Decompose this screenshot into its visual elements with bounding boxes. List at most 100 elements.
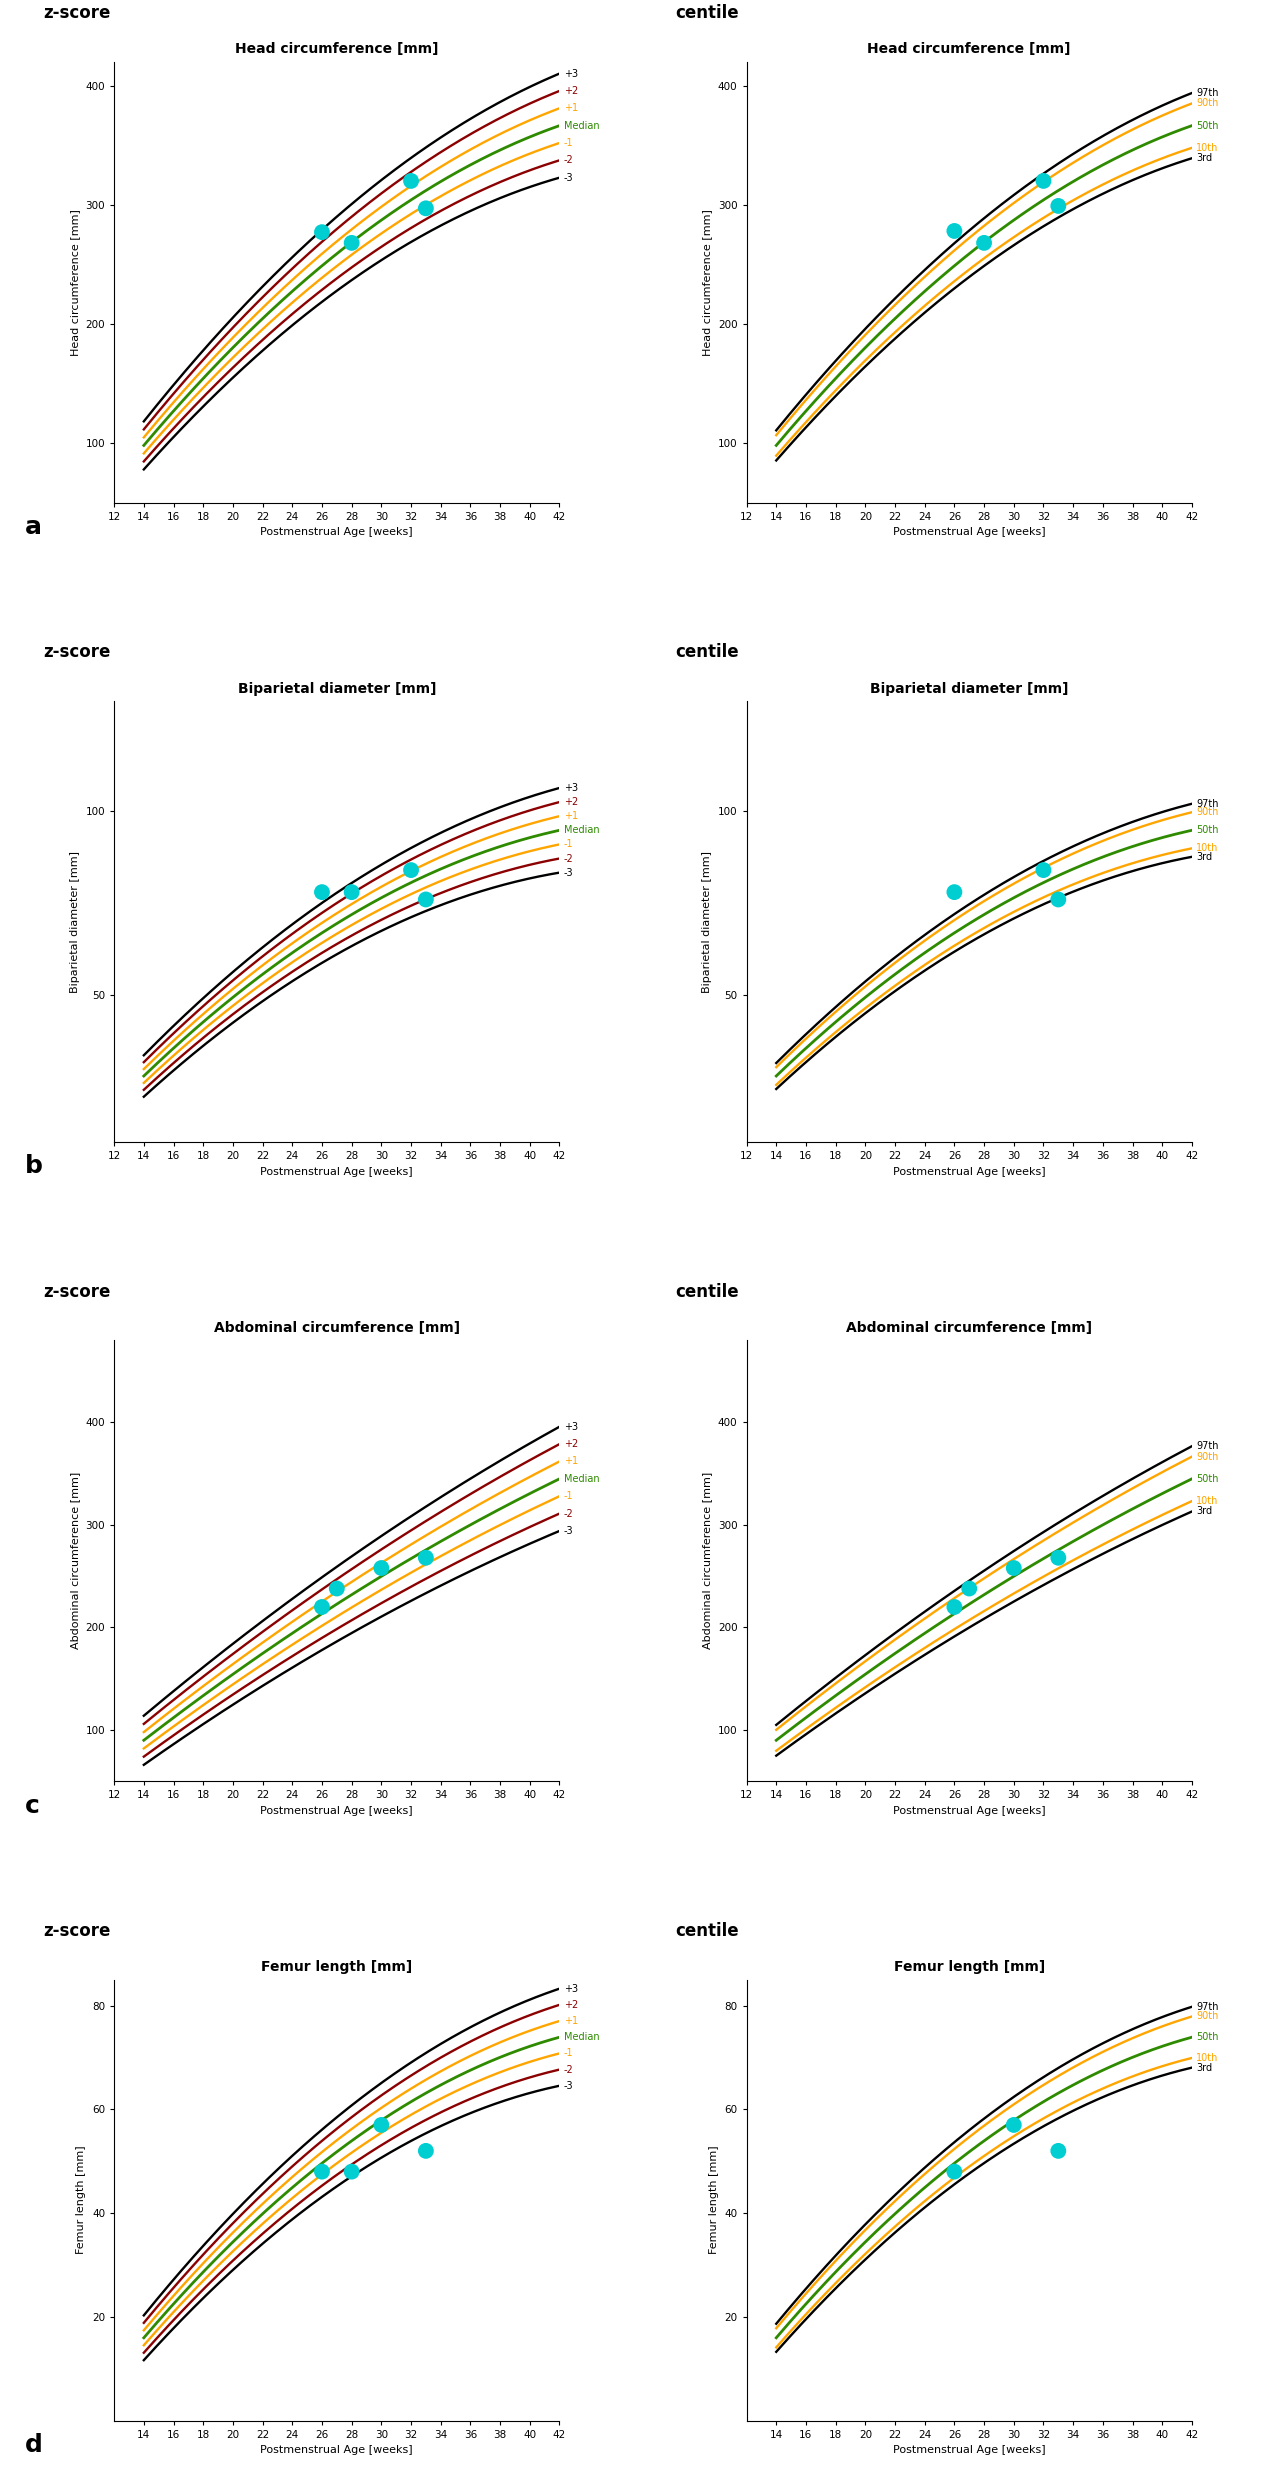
Text: -2: -2	[564, 1509, 573, 1519]
Text: 90th: 90th	[1197, 2011, 1219, 2020]
Point	[416, 2132, 436, 2171]
X-axis label: Postmenstrual Age [weeks]: Postmenstrual Age [weeks]	[260, 1806, 413, 1815]
X-axis label: Postmenstrual Age [weeks]: Postmenstrual Age [weeks]	[893, 1806, 1046, 1815]
Title: Abdominal circumference [mm]: Abdominal circumference [mm]	[846, 1321, 1092, 1336]
Y-axis label: Biparietal diameter [mm]: Biparietal diameter [mm]	[70, 850, 80, 993]
Point	[372, 2104, 392, 2144]
Text: +2: +2	[564, 86, 578, 96]
Text: a: a	[25, 516, 42, 538]
Point	[945, 2151, 965, 2191]
X-axis label: Postmenstrual Age [weeks]: Postmenstrual Age [weeks]	[260, 526, 413, 538]
Text: +3: +3	[564, 1983, 578, 1993]
Text: +2: +2	[564, 1440, 578, 1450]
Point	[1049, 2132, 1069, 2171]
Text: 50th: 50th	[1197, 2033, 1219, 2043]
Text: 10th: 10th	[1197, 842, 1219, 852]
Text: -2: -2	[564, 2065, 573, 2075]
Text: z-score: z-score	[43, 5, 110, 22]
Point	[1033, 850, 1054, 889]
Point	[1049, 879, 1069, 919]
Title: Head circumference [mm]: Head circumference [mm]	[235, 42, 439, 57]
Point	[1004, 1549, 1025, 1588]
Title: Abdominal circumference [mm]: Abdominal circumference [mm]	[214, 1321, 460, 1336]
Text: 10th: 10th	[1197, 2053, 1219, 2062]
Y-axis label: Femur length [mm]: Femur length [mm]	[709, 2146, 719, 2255]
Point	[1004, 2104, 1025, 2144]
Title: Biparietal diameter [mm]: Biparietal diameter [mm]	[870, 682, 1069, 697]
Point	[945, 212, 965, 252]
Point	[945, 872, 965, 911]
Point	[341, 2151, 361, 2191]
X-axis label: Postmenstrual Age [weeks]: Postmenstrual Age [weeks]	[260, 2445, 413, 2455]
Text: 50th: 50th	[1197, 121, 1219, 131]
Text: 97th: 97th	[1197, 2001, 1219, 2011]
Text: -2: -2	[564, 855, 573, 864]
Text: 50th: 50th	[1197, 825, 1219, 835]
X-axis label: Postmenstrual Age [weeks]: Postmenstrual Age [weeks]	[893, 1166, 1046, 1176]
Text: -1: -1	[564, 2048, 573, 2058]
Text: Median: Median	[564, 2033, 600, 2043]
Y-axis label: Abdominal circumference [mm]: Abdominal circumference [mm]	[70, 1472, 80, 1650]
Point	[416, 879, 436, 919]
Point	[372, 1549, 392, 1588]
Y-axis label: Head circumference [mm]: Head circumference [mm]	[702, 210, 713, 356]
Point	[312, 872, 332, 911]
Point	[312, 1588, 332, 1628]
Text: +2: +2	[564, 2001, 578, 2011]
Text: +1: +1	[564, 1457, 578, 1467]
Text: Median: Median	[564, 1475, 600, 1484]
Text: centile: centile	[676, 1922, 739, 1939]
Text: +1: +1	[564, 810, 578, 820]
Text: d: d	[25, 2433, 43, 2458]
Y-axis label: Femur length [mm]: Femur length [mm]	[76, 2146, 86, 2255]
Text: -1: -1	[564, 840, 573, 850]
Text: centile: centile	[676, 642, 739, 662]
Text: c: c	[25, 1793, 41, 1818]
Text: +3: +3	[564, 1423, 578, 1433]
Text: centile: centile	[676, 5, 739, 22]
Text: -3: -3	[564, 1526, 573, 1536]
Text: +1: +1	[564, 2016, 578, 2025]
Point	[401, 161, 421, 200]
Text: z-score: z-score	[43, 1922, 110, 1939]
X-axis label: Postmenstrual Age [weeks]: Postmenstrual Age [weeks]	[260, 1166, 413, 1176]
Point	[974, 222, 994, 262]
Text: 97th: 97th	[1197, 89, 1219, 99]
Point	[312, 212, 332, 252]
Text: z-score: z-score	[43, 642, 110, 662]
Text: -1: -1	[564, 1492, 573, 1502]
Text: -3: -3	[564, 867, 573, 877]
Text: 3rd: 3rd	[1197, 852, 1212, 862]
Point	[341, 222, 361, 262]
Point	[1033, 161, 1054, 200]
Text: Median: Median	[564, 825, 600, 835]
Text: -2: -2	[564, 156, 573, 165]
Text: 90th: 90th	[1197, 1452, 1219, 1462]
Y-axis label: Head circumference [mm]: Head circumference [mm]	[70, 210, 80, 356]
Text: 10th: 10th	[1197, 1497, 1219, 1507]
Text: 3rd: 3rd	[1197, 153, 1212, 163]
Text: 97th: 97th	[1197, 798, 1219, 808]
Text: -3: -3	[564, 173, 573, 183]
Point	[416, 1539, 436, 1578]
Point	[401, 850, 421, 889]
Point	[327, 1568, 347, 1608]
Point	[341, 872, 361, 911]
Text: -3: -3	[564, 2080, 573, 2090]
Point	[312, 2151, 332, 2191]
Text: 3rd: 3rd	[1197, 1507, 1212, 1517]
Title: Biparietal diameter [mm]: Biparietal diameter [mm]	[237, 682, 436, 697]
Text: centile: centile	[676, 1282, 739, 1302]
Point	[945, 1588, 965, 1628]
Text: +3: +3	[564, 783, 578, 793]
Point	[959, 1568, 979, 1608]
Text: Median: Median	[564, 121, 600, 131]
Point	[416, 188, 436, 227]
Point	[1049, 1539, 1069, 1578]
Text: 90th: 90th	[1197, 99, 1219, 109]
Text: z-score: z-score	[43, 1282, 110, 1302]
Text: +1: +1	[564, 104, 578, 114]
Text: b: b	[25, 1153, 43, 1178]
X-axis label: Postmenstrual Age [weeks]: Postmenstrual Age [weeks]	[893, 2445, 1046, 2455]
Title: Femur length [mm]: Femur length [mm]	[261, 1961, 412, 1974]
